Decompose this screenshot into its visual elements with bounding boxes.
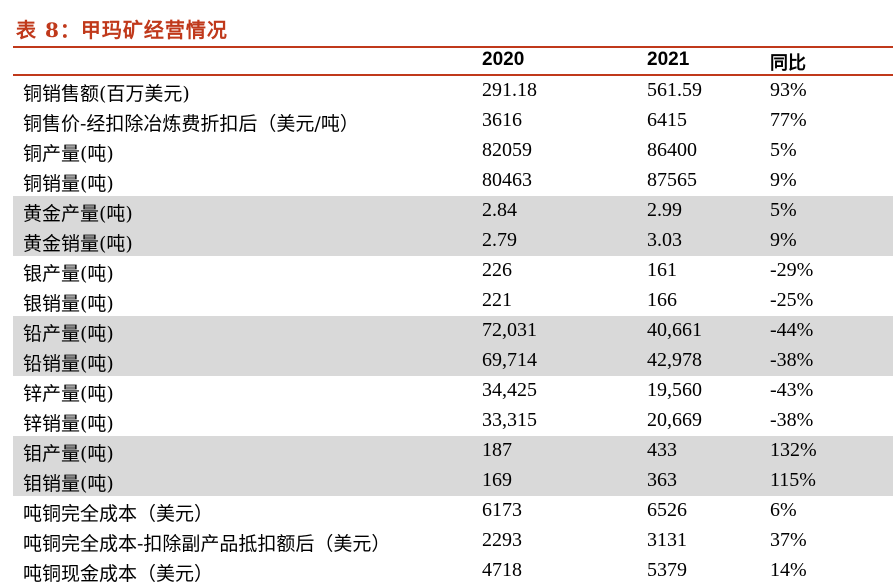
value-yoy: -43%: [770, 379, 814, 401]
value-2020: 226: [482, 259, 512, 281]
value-yoy: 93%: [770, 79, 807, 101]
row-label: 锌产量(吨): [23, 383, 114, 405]
table-row: 铅销量(吨) 69,714 42,978 -38%: [13, 346, 893, 376]
row-label: 黄金销量(吨): [23, 233, 133, 255]
table-row: 铅产量(吨) 72,031 40,661 -44%: [13, 316, 893, 346]
value-yoy: -25%: [770, 289, 814, 311]
table-row: 铜销量(吨) 80463 87565 9%: [13, 166, 893, 196]
table-row: 银销量(吨) 221 166 -25%: [13, 286, 893, 316]
value-2021: 86400: [647, 139, 697, 161]
table-row: 吨铜完全成本（美元） 6173 6526 6%: [13, 496, 893, 526]
table-row: 吨铜现金成本（美元） 4718 5379 14%: [13, 556, 893, 586]
operations-table: 2020 2021 同比 铜销售额(百万美元) 291.18 561.59 93% 铜售…: [13, 46, 893, 586]
row-label: 铜售价-经扣除冶炼费折扣后（美元/吨）: [23, 113, 359, 135]
value-yoy: -38%: [770, 349, 814, 371]
value-2021: 433: [647, 439, 677, 461]
table-row: 铜销售额(百万美元) 291.18 561.59 93%: [13, 76, 893, 106]
value-2021: 87565: [647, 169, 697, 191]
row-label: 银销量(吨): [23, 293, 114, 315]
value-2021: 20,669: [647, 409, 702, 431]
header-yoy: 同比: [770, 53, 806, 74]
value-2020: 72,031: [482, 319, 537, 341]
row-label: 银产量(吨): [23, 263, 114, 285]
value-2020: 33,315: [482, 409, 537, 431]
row-label: 吨铜现金成本（美元）: [23, 563, 214, 585]
value-2021: 3.03: [647, 229, 682, 251]
table-row: 黄金销量(吨) 2.79 3.03 9%: [13, 226, 893, 256]
row-label: 吨铜完全成本（美元）: [23, 503, 214, 525]
value-2020: 80463: [482, 169, 532, 191]
value-yoy: 115%: [770, 469, 816, 491]
value-yoy: 9%: [770, 229, 797, 251]
value-2020: 169: [482, 469, 512, 491]
row-label: 铜销量(吨): [23, 173, 114, 195]
value-2020: 4718: [482, 559, 522, 581]
value-2020: 187: [482, 439, 512, 461]
row-label: 吨铜完全成本-扣除副产品抵扣额后（美元）: [23, 533, 391, 555]
value-yoy: -44%: [770, 319, 814, 341]
value-2021: 363: [647, 469, 677, 491]
row-label: 铜销售额(百万美元): [23, 83, 190, 105]
value-2020: 34,425: [482, 379, 537, 401]
value-2021: 5379: [647, 559, 687, 581]
row-label: 铅产量(吨): [23, 323, 114, 345]
value-2020: 291.18: [482, 79, 537, 101]
value-yoy: 132%: [770, 439, 817, 461]
row-label: 锌销量(吨): [23, 413, 114, 435]
value-yoy: 9%: [770, 169, 797, 191]
value-2021: 40,661: [647, 319, 702, 341]
value-2021: 161: [647, 259, 677, 281]
value-2021: 3131: [647, 529, 687, 551]
table-row: 铜售价-经扣除冶炼费折扣后（美元/吨） 3616 6415 77%: [13, 106, 893, 136]
table-header: 2020 2021 同比: [13, 46, 893, 76]
table-title: 表 8：甲玛矿经营情况: [16, 18, 228, 42]
value-yoy: 77%: [770, 109, 807, 131]
row-label: 铅销量(吨): [23, 353, 114, 375]
value-2021: 6415: [647, 109, 687, 131]
value-2021: 42,978: [647, 349, 702, 371]
table-row: 钼销量(吨) 169 363 115%: [13, 466, 893, 496]
value-yoy: 6%: [770, 499, 797, 521]
value-2020: 221: [482, 289, 512, 311]
table-row: 铜产量(吨) 82059 86400 5%: [13, 136, 893, 166]
table-row: 钼产量(吨) 187 433 132%: [13, 436, 893, 466]
row-label: 钼销量(吨): [23, 473, 114, 495]
value-2020: 2.84: [482, 199, 517, 221]
value-2020: 3616: [482, 109, 522, 131]
table-row: 黄金产量(吨) 2.84 2.99 5%: [13, 196, 893, 226]
value-yoy: 37%: [770, 529, 807, 551]
row-label: 钼产量(吨): [23, 443, 114, 465]
value-2021: 166: [647, 289, 677, 311]
value-2020: 2293: [482, 529, 522, 551]
value-yoy: 14%: [770, 559, 807, 581]
value-2020: 6173: [482, 499, 522, 521]
row-label: 黄金产量(吨): [23, 203, 133, 225]
value-2020: 69,714: [482, 349, 537, 371]
value-2021: 561.59: [647, 79, 702, 101]
header-2020: 2020: [482, 49, 525, 70]
table-body: 铜销售额(百万美元) 291.18 561.59 93% 铜售价-经扣除冶炼费折扣后（美…: [13, 76, 893, 586]
value-yoy: 5%: [770, 199, 797, 221]
value-2021: 19,560: [647, 379, 702, 401]
row-label: 铜产量(吨): [23, 143, 114, 165]
table-row: 吨铜完全成本-扣除副产品抵扣额后（美元） 2293 3131 37%: [13, 526, 893, 556]
value-2020: 82059: [482, 139, 532, 161]
table-row: 锌产量(吨) 34,425 19,560 -43%: [13, 376, 893, 406]
header-2021: 2021: [647, 49, 690, 70]
value-yoy: -38%: [770, 409, 814, 431]
value-2020: 2.79: [482, 229, 517, 251]
table-row: 银产量(吨) 226 161 -29%: [13, 256, 893, 286]
value-2021: 6526: [647, 499, 687, 521]
table-row: 锌销量(吨) 33,315 20,669 -38%: [13, 406, 893, 436]
value-2021: 2.99: [647, 199, 682, 221]
value-yoy: -29%: [770, 259, 814, 281]
value-yoy: 5%: [770, 139, 797, 161]
